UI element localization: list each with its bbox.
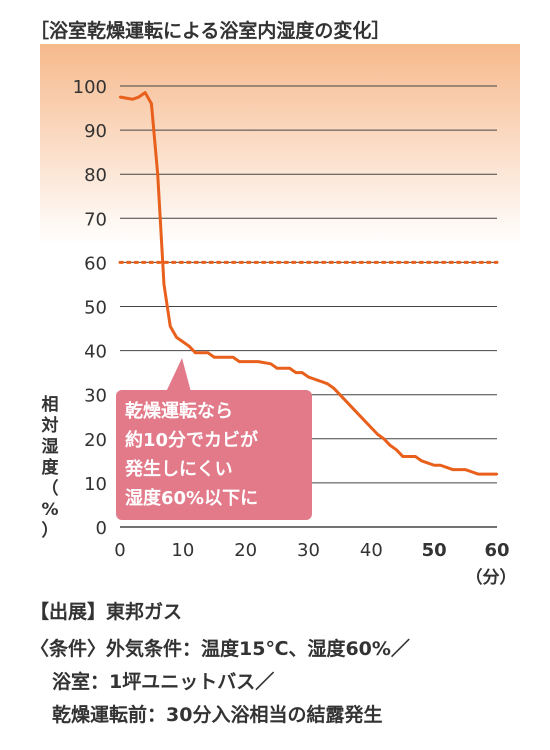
data-point	[470, 470, 474, 474]
conditions-line-3: 乾燥運転前：30分入浴相当の結露発生	[52, 704, 383, 726]
y-tick-label: 10	[84, 474, 107, 495]
y-tick-label: 50	[84, 298, 107, 319]
data-point	[357, 413, 360, 416]
data-point	[275, 367, 279, 370]
data-point	[288, 367, 291, 370]
chart-title: ［浴室乾燥運転による浴室内湿度の変化］	[30, 20, 391, 42]
data-point	[376, 433, 379, 436]
data-point	[238, 360, 241, 363]
data-point	[319, 380, 323, 383]
data-point	[414, 455, 417, 458]
data-point	[445, 466, 448, 469]
data-point	[338, 393, 342, 396]
x-tick-label: 40	[360, 540, 383, 561]
data-point	[269, 362, 272, 366]
data-point	[244, 360, 247, 363]
callout-line-4: 湿度60%以下に	[125, 487, 258, 509]
data-point	[345, 400, 348, 403]
data-point	[187, 344, 191, 348]
data-point	[351, 406, 354, 410]
y-tick-label: 0	[96, 518, 107, 539]
data-point	[219, 356, 222, 359]
y-tick-label: 100	[73, 77, 107, 98]
data-point	[181, 340, 185, 343]
x-tick-label: 0	[114, 540, 125, 561]
data-point	[426, 461, 430, 465]
data-point	[206, 351, 210, 355]
data-point	[401, 455, 404, 458]
x-tick-label: 60	[484, 540, 509, 561]
data-point	[301, 371, 304, 374]
y-tick-label: 20	[84, 430, 107, 451]
y-tick-label: 90	[84, 121, 107, 142]
data-point	[451, 468, 455, 471]
notes: 【出展】東邦ガス 〈条件〉外気条件：温度15℃、湿度60%／ 浴室：1坪ユニット…	[30, 596, 410, 732]
data-point	[495, 472, 499, 476]
callout-line-3: 発生しにくい	[124, 458, 233, 480]
data-point	[200, 351, 203, 355]
data-point	[213, 356, 216, 359]
data-point	[257, 360, 260, 363]
x-tick-label: 50	[422, 540, 447, 561]
conditions-line-2: 浴室：1坪ユニットバス／	[52, 671, 275, 693]
data-points	[118, 91, 499, 476]
y-tick-label: 70	[84, 209, 107, 230]
data-point	[407, 455, 411, 458]
data-point	[439, 464, 442, 467]
y-tick-labels: 0 10 20 30 40 50 60 70 80 90 100	[73, 77, 107, 539]
x-tick-labels: 0 10 20 30 40 50 60	[114, 540, 509, 561]
humidity-series-line	[119, 91, 497, 476]
data-point	[313, 378, 316, 381]
x-axis-label: （分）	[466, 567, 517, 588]
x-tick-label: 20	[234, 540, 257, 561]
data-point	[118, 95, 122, 99]
y-tick-label: 40	[84, 342, 107, 363]
data-point	[143, 91, 147, 94]
data-point	[382, 437, 386, 440]
data-point	[156, 173, 159, 176]
callout-line-2: 約10分でカビが	[125, 429, 258, 451]
y-axis-label: 相対湿度（%）	[41, 394, 60, 541]
humidity-chart: 0 10 20 30 40 50 60 70 80 90 100 0 10 20 30 40 50 60 相対湿…	[40, 44, 520, 588]
x-tick-label: 30	[297, 540, 320, 561]
data-point	[476, 472, 480, 476]
source-note: 【出展】東邦ガス	[30, 601, 183, 623]
y-tick-label: 30	[84, 386, 107, 407]
data-point	[282, 367, 285, 370]
data-point	[162, 283, 166, 286]
data-point	[326, 382, 329, 385]
data-point	[395, 448, 398, 452]
data-point	[294, 371, 298, 374]
data-point	[169, 325, 172, 328]
data-point	[363, 419, 367, 423]
data-point	[131, 98, 134, 101]
data-point	[420, 459, 423, 463]
callout: 乾燥運転なら 約10分でカビが 発生しにくい 湿度60%以下に	[116, 358, 312, 520]
callout-pointer	[166, 358, 191, 392]
data-point	[464, 468, 467, 471]
data-point	[137, 95, 141, 99]
x-tick-label: 10	[171, 540, 194, 561]
y-tick-label: 80	[84, 165, 107, 186]
data-point	[175, 336, 178, 339]
high-humidity-band	[40, 44, 520, 244]
callout-box	[116, 390, 312, 520]
data-point	[231, 356, 235, 359]
data-point	[307, 375, 310, 379]
callout-line-1: 乾燥運転なら	[125, 400, 233, 422]
data-point	[458, 468, 461, 471]
data-point	[483, 472, 486, 476]
data-point	[225, 356, 229, 359]
data-point	[432, 464, 436, 467]
data-point	[332, 386, 335, 390]
data-point	[150, 102, 153, 105]
conditions-line-1: 〈条件〉外気条件：温度15℃、湿度60%／	[30, 638, 410, 660]
data-point	[388, 444, 392, 447]
data-point	[194, 351, 197, 355]
data-point	[370, 426, 373, 429]
y-tick-label: 60	[84, 253, 107, 274]
data-point	[489, 472, 492, 476]
